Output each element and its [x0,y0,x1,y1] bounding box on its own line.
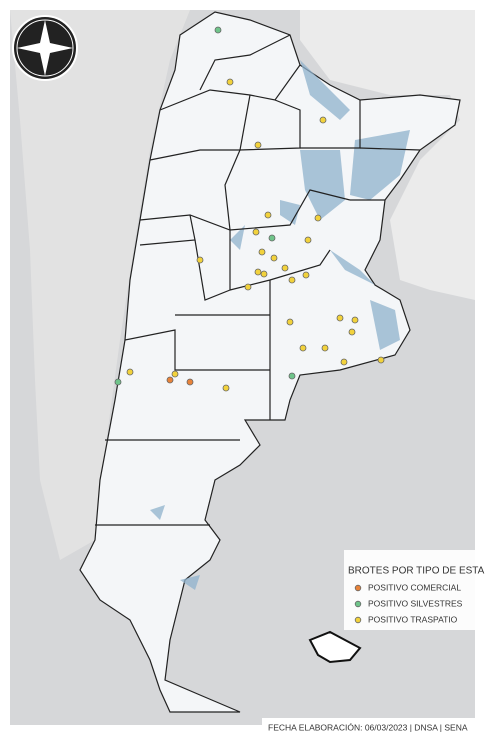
point [264,211,272,219]
point [288,276,296,284]
point [286,318,294,326]
point [321,344,329,352]
wetland [370,300,400,350]
point [351,316,359,324]
water-bodies [150,60,410,590]
point [270,254,278,262]
point [288,372,296,380]
point [314,214,322,222]
legend-swatch [354,616,362,624]
lake [180,575,200,590]
neighbor-land [300,10,475,300]
footer-bg [262,718,485,733]
wetland [230,225,245,250]
point [319,116,327,124]
legend-label: POSITIVO SILVESTRES [368,598,463,608]
legend-label: POSITIVO TRASPATIO [368,614,458,624]
point [302,271,310,279]
point [299,344,307,352]
point [340,358,348,366]
chile [10,10,190,560]
legend-swatch [354,584,362,592]
point [171,370,179,378]
point [166,376,174,384]
legend-label: POSITIVO COMERCIAL [368,582,461,592]
lagoon [280,200,300,225]
wetland [350,130,410,200]
province-borders [95,34,421,526]
legend-title: BROTES POR TIPO DE ESTAB [348,566,485,577]
point [348,328,356,336]
islands [308,630,362,664]
point [254,268,262,276]
wetland [300,150,345,220]
legend-bg [344,550,485,630]
point [114,378,122,386]
point [260,270,268,278]
compass [12,15,78,81]
river-delta [330,250,375,285]
point [196,256,204,264]
point [214,26,222,34]
point [304,236,312,244]
point [258,248,266,256]
point [377,356,385,364]
point [268,234,276,242]
legend: BROTES POR TIPO DE ESTAB POSITIVO COMERC… [344,550,485,630]
point [222,384,230,392]
point [281,264,289,272]
point [254,141,262,149]
lake [150,505,165,520]
point [226,78,234,86]
point [336,314,344,322]
legend-swatch [354,600,362,608]
footer: FECHA ELABORACIÓN: 06/03/2023 | DNSA | S… [268,722,468,732]
wetland [300,60,350,120]
point [126,368,134,376]
point [252,228,260,236]
point [244,283,252,291]
point [186,378,194,386]
outbreak-points [114,26,385,392]
